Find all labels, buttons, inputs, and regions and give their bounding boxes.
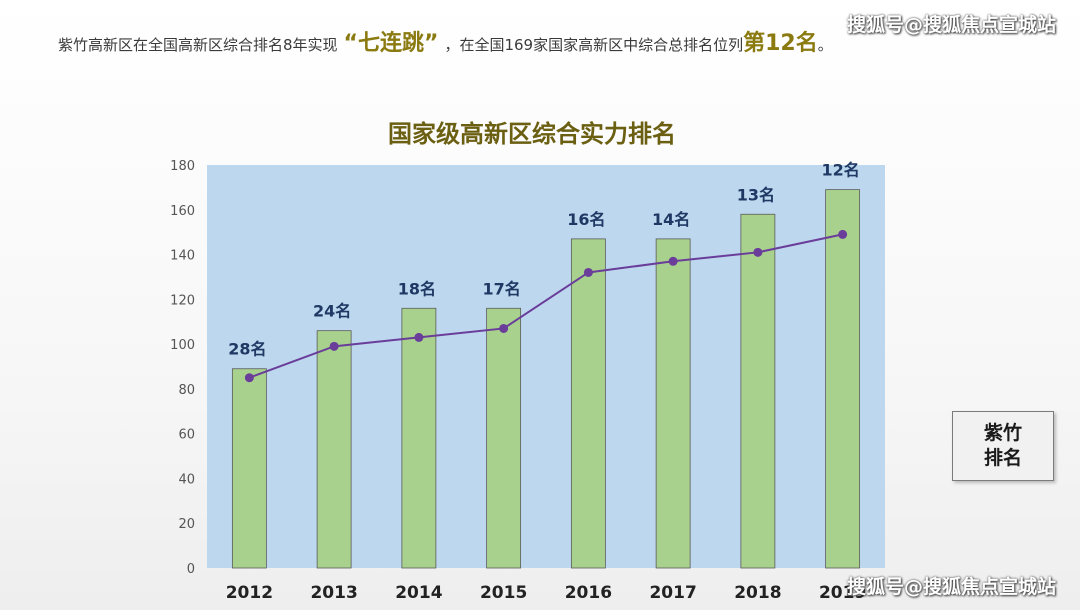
headline: 紫竹高新区在全国高新区综合排名8年实现 “七连跳” ，在全国169家国家高新区中综合… <box>58 26 833 63</box>
bar-series <box>231 189 861 569</box>
headline-prefix: 紫竹高新区在全国高新区综合排名8年实现 <box>58 36 338 54</box>
bar <box>316 330 352 569</box>
headline-rank: 第12名 <box>743 31 818 56</box>
line-series <box>244 229 848 383</box>
bar <box>655 238 691 569</box>
line-point <box>583 267 593 277</box>
headline-suffix: ，在全国169家国家高新区中综合总排名位列 <box>444 36 744 54</box>
line-point <box>838 229 848 239</box>
data-labels: 28名 24名 18名 17名 16名 14名 13名 12名 <box>228 161 860 359</box>
line-point <box>329 341 339 351</box>
x-tick-label: 2018 <box>734 583 781 603</box>
x-tick-label: 2013 <box>310 583 357 603</box>
line-point <box>244 373 254 383</box>
line-point <box>668 256 678 266</box>
data-label: 28名 <box>228 340 266 359</box>
y-tick-label: 40 <box>178 472 195 487</box>
x-axis: 2012 2013 2014 2015 2016 2017 2018 2019 <box>226 583 867 603</box>
data-label: 18名 <box>398 279 436 298</box>
x-tick-label: 2017 <box>649 583 696 603</box>
y-tick-label: 60 <box>178 428 195 443</box>
series-line <box>249 233 843 379</box>
y-tick-label: 80 <box>178 383 195 398</box>
watermark-top: 搜狐号@搜狐焦点宣城站 <box>846 14 1056 36</box>
y-tick-label: 120 <box>170 293 195 308</box>
legend-label: 紫竹排名 <box>983 422 1022 469</box>
x-tick-label: 2016 <box>565 583 612 603</box>
data-label: 24名 <box>313 302 351 321</box>
bar <box>825 189 861 569</box>
data-label: 14名 <box>652 210 690 229</box>
headline-end: 。 <box>817 36 833 54</box>
x-tick-label: 2019 <box>819 583 866 603</box>
data-label: 13名 <box>737 185 775 204</box>
y-tick-label: 100 <box>170 338 195 353</box>
plot-area <box>207 165 885 568</box>
bar <box>401 307 437 569</box>
bar <box>570 238 606 569</box>
headline-highlight: “七连跳” <box>343 31 439 56</box>
y-tick-label: 20 <box>178 517 195 532</box>
line-point <box>499 323 509 333</box>
chart-title: 国家级高新区综合实力排名 <box>388 120 676 148</box>
y-tick-label: 140 <box>170 249 195 264</box>
bar <box>231 368 267 569</box>
x-tick-label: 2014 <box>395 583 442 603</box>
y-tick-label: 180 <box>170 159 195 174</box>
data-label: 16名 <box>567 210 605 229</box>
bar <box>486 307 522 569</box>
bar <box>740 213 776 569</box>
y-tick-label: 160 <box>170 204 195 219</box>
x-tick-label: 2012 <box>226 583 273 603</box>
watermark-bottom: 搜狐号@搜狐焦点宣城站 <box>846 576 1056 598</box>
line-point <box>414 332 424 342</box>
line-point <box>753 247 763 257</box>
data-label: 12名 <box>821 161 859 180</box>
legend-box: 紫竹排名 <box>952 411 1054 481</box>
x-tick-label: 2015 <box>480 583 527 603</box>
y-axis: 0 20 40 60 80 100 120 140 160 180 <box>170 159 195 577</box>
y-tick-label: 0 <box>187 562 195 577</box>
data-label: 17名 <box>482 279 520 298</box>
